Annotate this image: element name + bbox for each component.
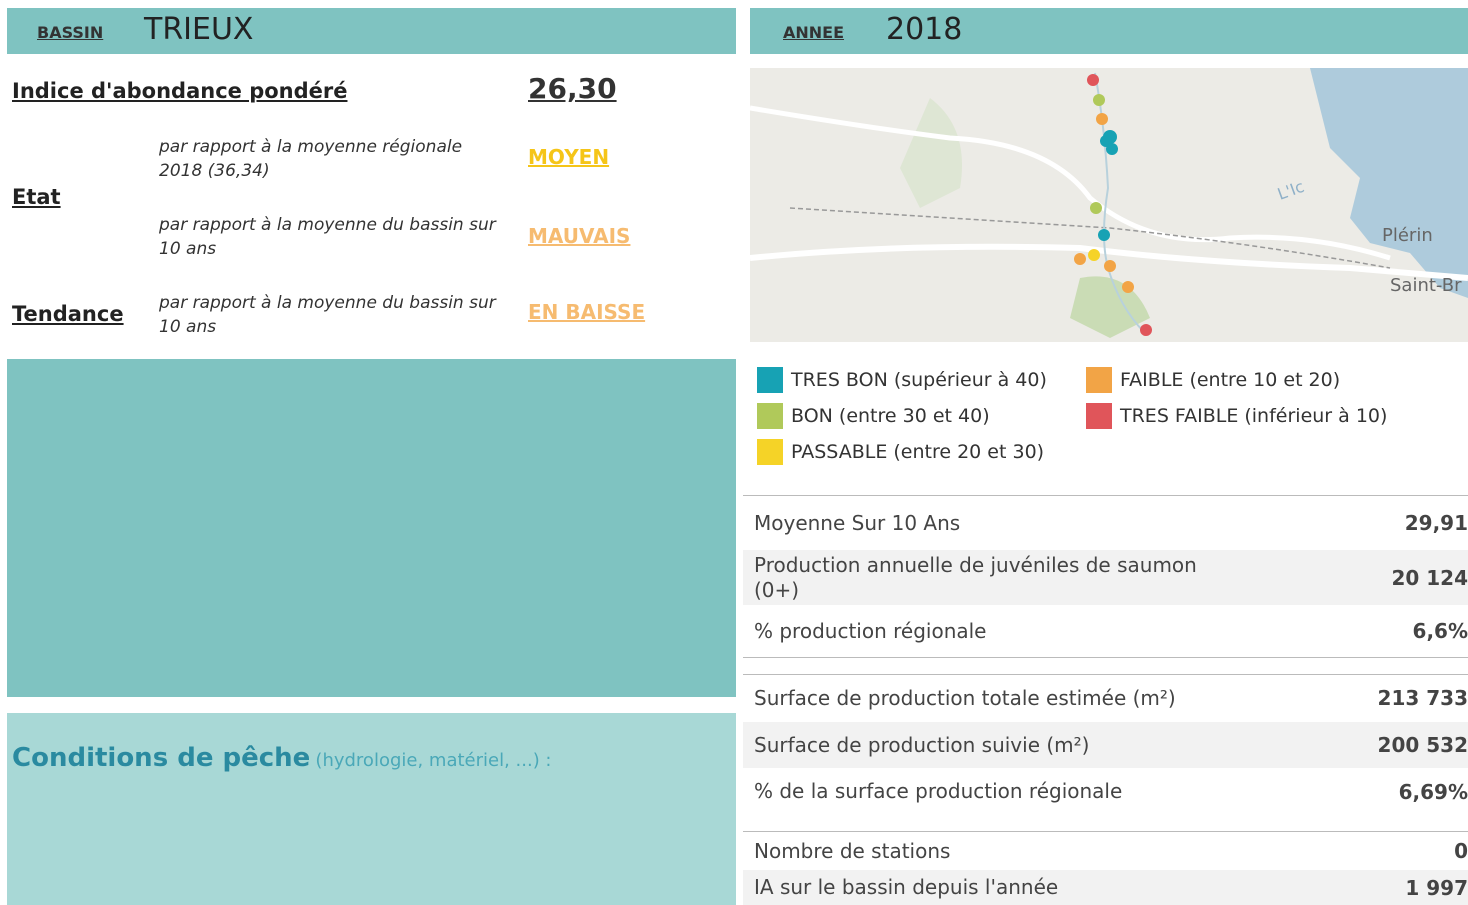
table-row: Production annuelle de juvéniles de saum… [743, 550, 1468, 605]
station [1088, 249, 1100, 261]
table-row: Moyenne Sur 10 Ans 29,91 [743, 500, 1468, 546]
row-value: 29,91 [1405, 511, 1468, 535]
row-value: 0 [1454, 839, 1468, 863]
table-row: % production régionale 6,6% [743, 605, 1468, 657]
row-value: 213 733 [1378, 686, 1468, 710]
row-label: Production annuelle de juvéniles de saum… [754, 553, 1244, 603]
legend-swatch [757, 367, 783, 393]
map-label: Plérin [1382, 225, 1433, 246]
conditions-title: Conditions de pêche [12, 743, 310, 773]
legend-label: BON (entre 30 et 40) [791, 403, 990, 429]
legend-swatch [1086, 403, 1112, 429]
row-value: 6,69% [1399, 780, 1468, 804]
etat-desc: par rapport à la moyenne régionale 2018 … [159, 135, 499, 183]
tendance-status: EN BAISSE [528, 300, 645, 324]
legend-label: PASSABLE (entre 20 et 30) [791, 439, 1044, 465]
table-row: IA sur le bassin depuis l'année 1 997 [743, 870, 1468, 905]
row-label: Surface de production totale estimée (m²… [754, 686, 1244, 711]
indice-label: Indice d'abondance pondéré [12, 79, 347, 103]
table-rule [743, 657, 1468, 658]
indice-value: 26,30 [528, 72, 617, 105]
conditions-text: Conditions de pêche (hydrologie, matérie… [12, 743, 552, 773]
conditions-panel: Conditions de pêche (hydrologie, matérie… [7, 713, 736, 905]
header-label: ANNEE [783, 23, 844, 42]
station [1090, 202, 1102, 214]
station [1096, 113, 1108, 125]
station [1093, 94, 1105, 106]
legend-swatch [757, 403, 783, 429]
legend-swatch [757, 439, 783, 465]
header-value: TRIEUX [144, 12, 253, 47]
basin-header: BASSIN TRIEUX [7, 8, 736, 54]
station [1106, 143, 1118, 155]
tendance-desc: par rapport à la moyenne du bassin sur 1… [159, 291, 499, 339]
row-value: 1 997 [1405, 876, 1468, 900]
table-row: Surface de production totale estimée (m²… [743, 675, 1468, 721]
row-label: IA sur le bassin depuis l'année [754, 875, 1244, 900]
etat-status: MAUVAIS [528, 224, 630, 248]
station [1140, 324, 1152, 336]
station [1087, 74, 1099, 86]
map: L'Ic Plérin Saint-Br [750, 68, 1468, 342]
station [1098, 229, 1110, 241]
row-label: Surface de production suivie (m²) [754, 733, 1244, 758]
header-value: 2018 [886, 12, 962, 47]
row-label: % de la surface production régionale [754, 779, 1244, 804]
legend-swatch [1086, 367, 1112, 393]
legend-label: FAIBLE (entre 10 et 20) [1120, 367, 1340, 393]
table-row: Surface de production suivie (m²) 200 532 [743, 722, 1468, 768]
graph-panel [7, 359, 736, 697]
table-rule [743, 495, 1468, 496]
etat-status: MOYEN [528, 145, 609, 169]
legend-label: TRES FAIBLE (inférieur à 10) [1120, 403, 1387, 429]
legend-label: TRES BON (supérieur à 40) [791, 367, 1047, 393]
row-label: % production régionale [754, 619, 1244, 644]
station [1074, 253, 1086, 265]
dashboard: {"left_header": {"label": "BASSIN", "val… [0, 0, 1468, 905]
conditions-note: (hydrologie, matériel, ...) : [315, 750, 551, 771]
etat-label: Etat [12, 185, 61, 209]
row-value: 200 532 [1378, 733, 1468, 757]
row-value: 20 124 [1391, 566, 1468, 590]
year-header: ANNEE 2018 [750, 8, 1468, 54]
table-row: Nombre de stations 0 [743, 832, 1468, 870]
row-label: Moyenne Sur 10 Ans [754, 511, 1244, 536]
table-row: % de la surface production régionale 6,69… [743, 768, 1468, 815]
row-label: Nombre de stations [754, 839, 1244, 864]
row-value: 6,6% [1413, 619, 1468, 643]
header-label: BASSIN [37, 23, 103, 42]
map-label: Saint-Br [1390, 275, 1462, 296]
station [1104, 260, 1116, 272]
station [1122, 281, 1134, 293]
etat-desc: par rapport à la moyenne du bassin sur 1… [159, 213, 499, 261]
tendance-label: Tendance [12, 302, 124, 326]
